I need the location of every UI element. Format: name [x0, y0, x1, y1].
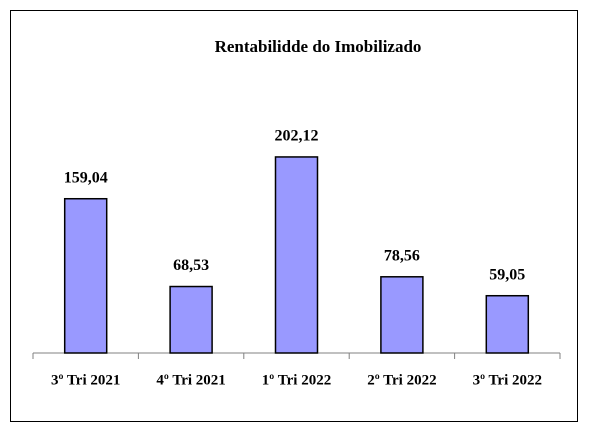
bar — [169, 285, 213, 354]
x-tick-label: 3º Tri 2021 — [51, 372, 120, 388]
x-tick-label: 4º Tri 2021 — [156, 372, 225, 388]
data-label: 68,53 — [173, 257, 209, 274]
data-label: 78,56 — [384, 247, 420, 264]
data-label: 159,04 — [64, 169, 108, 186]
data-label: 202,12 — [275, 128, 319, 145]
chart-title: Rentabilidde do Imobilizado — [215, 37, 422, 56]
bar — [485, 294, 530, 354]
x-tick-label: 3º Tri 2022 — [473, 372, 542, 388]
bar — [274, 156, 319, 354]
x-tick-label: 1º Tri 2022 — [262, 372, 331, 388]
x-tick-label: 2º Tri 2022 — [367, 372, 436, 388]
bar — [380, 276, 424, 354]
data-label: 59,05 — [489, 266, 525, 283]
bar — [63, 197, 108, 354]
